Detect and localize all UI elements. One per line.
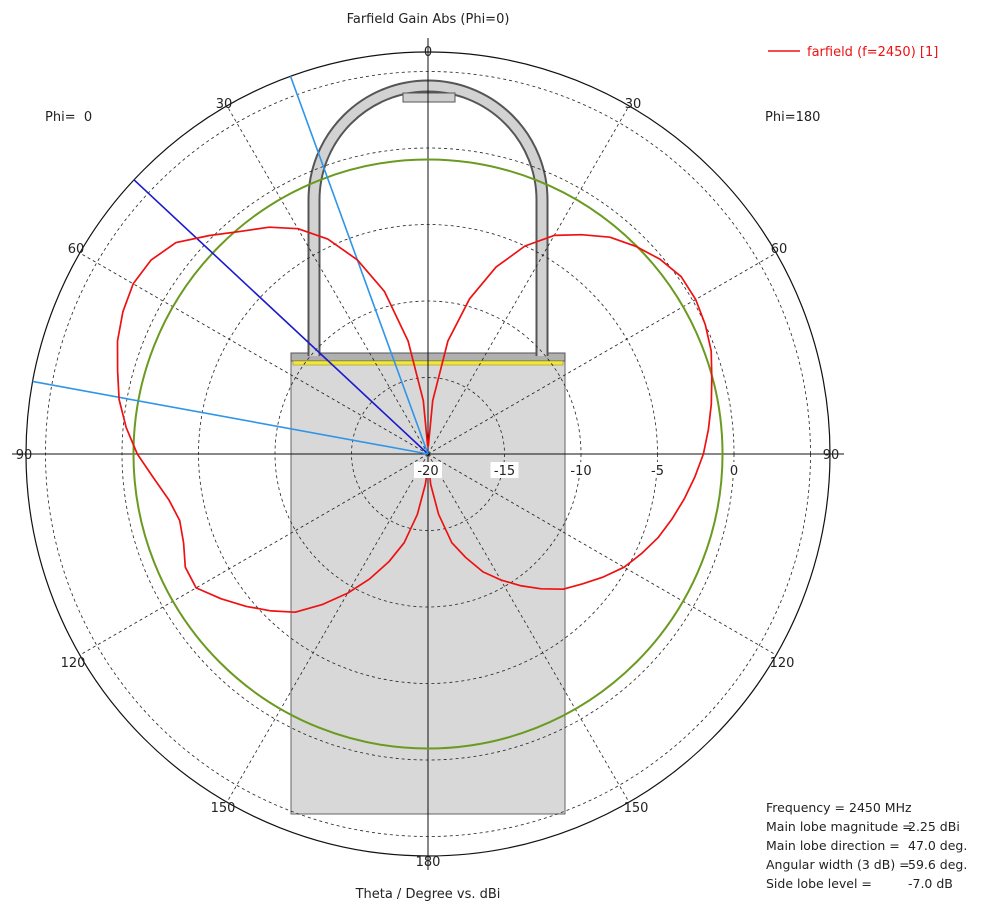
info-row-side-lobe-level: Side lobe level = -7.0 dB: [766, 874, 996, 893]
summary-panel: Frequency = 2450 MHz Main lobe magnitude…: [766, 798, 996, 893]
info-label: Main lobe direction =: [766, 838, 900, 853]
angle-tick-label: 30: [625, 97, 642, 112]
info-label: Frequency = 2450 MHz: [766, 800, 912, 815]
radial-tick-label: -20: [417, 464, 438, 479]
angle-tick-label: 180: [416, 855, 441, 870]
info-row-angular-width: Angular width (3 dB) = 59.6 deg.: [766, 855, 996, 874]
info-label: Main lobe magnitude =: [766, 819, 913, 834]
info-row-main-lobe-magnitude: Main lobe magnitude = 2.25 dBi: [766, 817, 996, 836]
reference-lines: [32, 75, 724, 750]
radial-tick-label: -15: [494, 464, 515, 479]
grid-spoke: [79, 252, 429, 455]
info-value: 59.6 deg.: [908, 857, 968, 872]
info-value: 47.0 deg.: [908, 838, 968, 853]
angle-tick-label: 150: [624, 801, 649, 816]
right-half-label: Phi=180: [765, 110, 820, 125]
gain-curve: [427, 233, 713, 591]
grid-spoke: [427, 252, 777, 455]
marker-line: [289, 75, 429, 455]
polar-grid: [12, 38, 844, 870]
info-row-frequency: Frequency = 2450 MHz: [766, 798, 996, 817]
grid-spoke: [226, 453, 429, 803]
angle-tick-label: 120: [770, 656, 795, 671]
info-value: -7.0 dB: [908, 876, 953, 891]
angle-tick-label: 120: [61, 656, 86, 671]
radial-tick-label: -5: [651, 464, 664, 479]
grid-spoke: [79, 453, 429, 656]
marker-line: [32, 380, 429, 455]
grid-spoke: [226, 105, 429, 455]
chart-title: Farfield Gain Abs (Phi=0): [347, 12, 510, 27]
grid-spoke: [427, 453, 777, 656]
legend: farfield (f=2450) [1]: [768, 45, 938, 60]
info-value: 2.25 dBi: [908, 819, 960, 834]
info-row-main-lobe-direction: Main lobe direction = 47.0 deg.: [766, 836, 996, 855]
info-label: Angular width (3 dB) =: [766, 857, 910, 872]
angle-tick-label: 90: [823, 448, 840, 463]
radial-tick-bg: [647, 462, 668, 478]
info-label: Side lobe level =: [766, 876, 872, 891]
radial-tick-bg: [567, 462, 595, 478]
radial-tick-bg: [490, 462, 519, 478]
angle-tick-label: 150: [211, 801, 236, 816]
radial-tick-label: 0: [730, 464, 738, 479]
radial-tick-bg: [414, 462, 442, 478]
grid-spoke: [427, 453, 630, 803]
gain-curves: [116, 226, 713, 614]
radial-tick-label: -10: [570, 464, 591, 479]
angle-tick-label: 60: [771, 242, 788, 257]
radial-tick-bg: [728, 462, 740, 478]
angle-tick-label: 30: [216, 97, 233, 112]
marker-line: [133, 179, 429, 455]
angle-tick-label: 0: [424, 45, 432, 60]
reference-circle: [132, 158, 724, 750]
grid-spoke: [427, 105, 630, 455]
axis-labels: 0 30 30 60 60 90 90 120 120 150 150 180 -20 -15 -10 -5 0: [16, 45, 840, 870]
x-axis-label: Theta / Degree vs. dBi: [355, 887, 501, 902]
angle-tick-label: 90: [16, 448, 33, 463]
loop-top-bar: [402, 92, 456, 103]
angle-tick-label: 60: [68, 242, 85, 257]
gain-curve: [116, 226, 429, 614]
left-half-label: Phi= 0: [45, 110, 92, 125]
legend-label: farfield (f=2450) [1]: [807, 45, 938, 60]
